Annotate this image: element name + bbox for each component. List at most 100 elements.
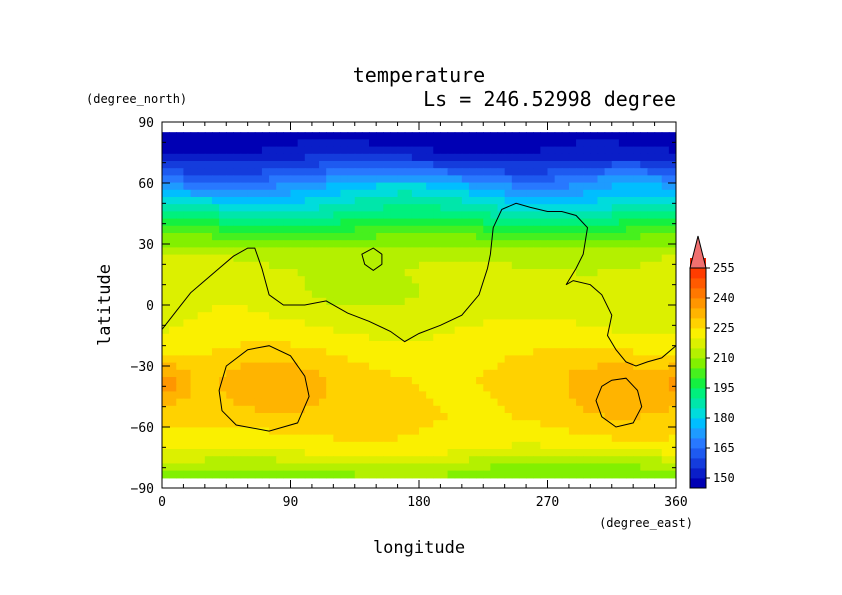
heat-cell (647, 355, 656, 364)
heat-cell (219, 297, 227, 306)
heat-cell (626, 232, 634, 241)
heat-cell (261, 247, 270, 256)
heat-cell (461, 232, 470, 241)
heat-cell (526, 268, 534, 277)
heat-cell (547, 261, 556, 270)
heat-cell (668, 168, 676, 176)
heat-cell (433, 211, 442, 220)
heat-cell (290, 225, 299, 234)
heat-cell (261, 153, 270, 162)
heat-cell (369, 139, 377, 148)
heat-cell (647, 268, 656, 277)
heat-cell (440, 182, 449, 191)
heat-cell (419, 153, 427, 162)
heat-cell (240, 319, 249, 328)
heat-cell (647, 398, 656, 407)
heat-cell (526, 146, 534, 155)
heat-cell (518, 355, 527, 364)
heat-cell (219, 427, 227, 436)
heat-cell (440, 211, 449, 220)
heat-cell (369, 276, 377, 284)
heat-cell (611, 312, 620, 320)
heat-cell (304, 261, 313, 270)
heat-cell (490, 405, 499, 414)
heat-cell (640, 319, 649, 328)
heat-cell (518, 326, 527, 335)
heat-cell (233, 225, 242, 234)
heat-cell (490, 261, 499, 270)
heat-cell (468, 377, 477, 385)
heat-cell (276, 348, 284, 357)
heat-cell (354, 348, 363, 357)
heat-cell (661, 232, 670, 241)
heat-cell (240, 211, 249, 220)
heat-cell (540, 268, 549, 277)
heat-cell (640, 305, 649, 313)
heat-cell (411, 225, 420, 234)
heat-cell (326, 160, 334, 169)
heat-cell (540, 211, 549, 220)
heat-cell (326, 261, 334, 270)
heat-cell (554, 218, 563, 227)
heat-cell (604, 211, 613, 220)
heat-cell (454, 470, 463, 479)
heat-cell (240, 189, 249, 198)
heat-cell (468, 470, 477, 479)
heat-cell (547, 413, 556, 421)
heat-cell (247, 333, 256, 342)
heat-cell (340, 153, 349, 162)
heat-cell (219, 247, 227, 256)
heat-cell (497, 196, 506, 205)
heat-cell (511, 139, 520, 148)
heat-cell (597, 182, 606, 191)
heat-cell (433, 160, 442, 169)
heat-cell (561, 405, 570, 414)
heat-cell (447, 470, 456, 479)
heat-cell (390, 326, 399, 335)
heat-cell (183, 276, 192, 284)
heat-cell (633, 189, 641, 198)
heat-cell (618, 204, 627, 212)
heat-cell (233, 268, 242, 277)
heat-cell (269, 384, 277, 393)
heat-cell (440, 441, 449, 450)
heat-cell (468, 463, 477, 472)
heat-cell (369, 196, 377, 205)
heat-cell (447, 398, 456, 407)
heat-cell (518, 189, 527, 198)
heat-cell (476, 449, 484, 457)
heat-cell (226, 348, 234, 357)
heat-cell (647, 369, 656, 378)
heat-cell (511, 204, 520, 212)
heat-cell (219, 355, 227, 364)
heat-cell (511, 189, 520, 198)
heat-cell (426, 290, 434, 299)
heat-cell (211, 456, 220, 465)
heat-cell (426, 326, 434, 335)
heat-cell (383, 153, 392, 162)
heat-cell (647, 449, 656, 457)
heat-cell (211, 348, 220, 357)
heat-cell (254, 312, 263, 320)
heat-cell (640, 247, 649, 256)
heat-cell (254, 463, 263, 472)
heat-cell (376, 456, 384, 465)
heat-cell (390, 196, 399, 205)
heat-cell (561, 211, 570, 220)
heat-cell (347, 240, 356, 248)
heat-cell (497, 175, 506, 184)
heat-cell (497, 427, 506, 436)
heat-cell (233, 398, 242, 407)
heat-cell (561, 240, 570, 248)
heat-cell (433, 276, 442, 284)
heat-cell (261, 218, 270, 227)
heat-cell (333, 139, 342, 148)
heat-cell (668, 427, 676, 436)
heat-cell (568, 276, 577, 284)
topography-line-3 (218, 345, 310, 432)
heat-cell (361, 362, 370, 371)
heat-cell (476, 427, 484, 436)
heat-cell (640, 196, 649, 205)
heat-cell (162, 362, 170, 371)
heat-cell (447, 405, 456, 414)
